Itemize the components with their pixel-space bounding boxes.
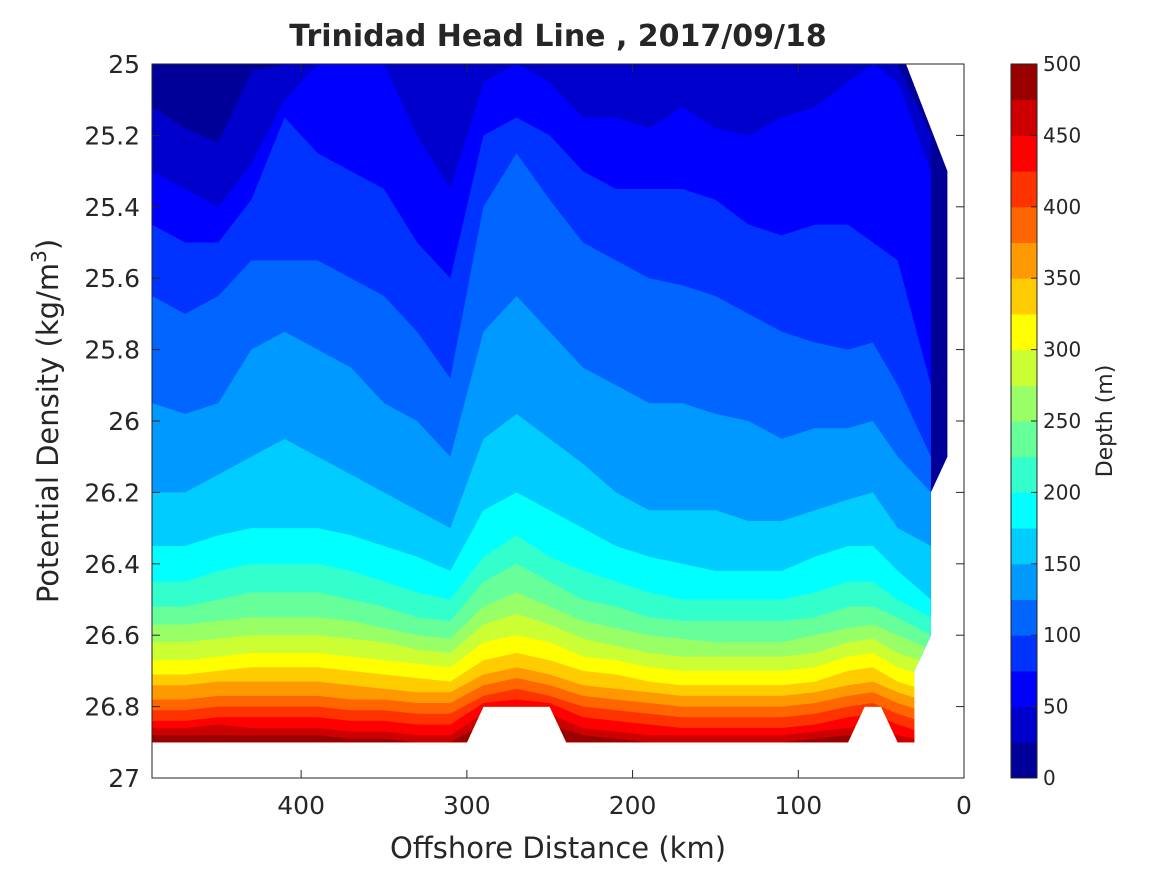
colorbar-tick-label: 0	[1043, 766, 1056, 790]
colorbar-swatch	[1011, 563, 1037, 600]
colorbar-swatch	[1011, 706, 1037, 743]
colorbar-swatch	[1011, 421, 1037, 458]
colorbar-swatch	[1011, 278, 1037, 315]
y-tick-label: 26.2	[84, 478, 140, 507]
colorbar-tick-label: 250	[1043, 409, 1081, 433]
x-tick-label: 400	[277, 791, 325, 820]
contour-fill-layer	[152, 64, 948, 743]
x-tick-label: 200	[609, 791, 657, 820]
x-tick-label: 0	[956, 791, 972, 820]
colorbar-swatch	[1011, 528, 1037, 565]
colorbar-swatch	[1011, 670, 1037, 708]
colorbar-tick-label: 200	[1043, 480, 1081, 504]
colorbar-swatch	[1011, 99, 1037, 136]
y-tick-label: 27	[108, 764, 140, 793]
x-axis-label: Offshore Distance (km)	[390, 831, 726, 865]
y-tick-label: 25.4	[84, 193, 140, 222]
colorbar-tick-label: 350	[1043, 266, 1081, 290]
y-axis: 25 25.2 25.4 25.6 25.8 26 26.2 26.4 26.6 26.8 27	[84, 50, 964, 793]
y-axis-label-end: )	[31, 239, 65, 250]
colorbar-tick-label: 50	[1043, 695, 1068, 719]
colorbar-swatch	[1011, 206, 1037, 243]
y-axis-label-main: Potential Density (kg/m	[31, 263, 65, 603]
y-axis-label: Potential Density (kg/m3)	[27, 239, 65, 603]
colorbar-swatch	[1011, 635, 1037, 672]
y-tick-label: 26.4	[84, 550, 140, 579]
y-tick-label: 26	[108, 407, 140, 436]
colorbar-swatch	[1011, 135, 1037, 172]
y-tick-label: 25	[108, 50, 140, 79]
colorbar-tick-label: 300	[1043, 338, 1081, 362]
colorbar-swatch	[1011, 64, 1037, 101]
y-axis-label-superscript: 3	[27, 250, 51, 263]
colorbar-tick-label: 100	[1043, 623, 1081, 647]
x-tick-label: 300	[443, 791, 491, 820]
colorbar-swatch	[1011, 171, 1037, 208]
colorbar-tick-label: 400	[1043, 195, 1081, 219]
chart-title: Trinidad Head Line , 2017/09/18	[289, 19, 826, 54]
colorbar-swatch	[1011, 599, 1037, 636]
y-tick-label: 26.6	[84, 621, 140, 650]
y-tick-label: 25.6	[84, 264, 140, 293]
colorbar-tick-label: 150	[1043, 552, 1081, 576]
x-tick-label: 100	[774, 791, 822, 820]
colorbar-tick-label: 500	[1043, 52, 1081, 76]
x-axis: 400 300 200 100 0	[277, 64, 972, 820]
colorbar-swatch	[1011, 313, 1037, 351]
colorbar-tick-label: 450	[1043, 123, 1081, 147]
colorbar-swatch	[1011, 492, 1037, 529]
colorbar-swatch	[1011, 385, 1037, 422]
colorbar: 0 50 100 150 200 250 300 350 400 450 500	[1010, 52, 1081, 790]
colorbar-swatch	[1011, 242, 1037, 279]
y-tick-label: 25.8	[84, 336, 140, 365]
colorbar-swatch	[1011, 742, 1037, 779]
colorbar-swatch	[1011, 349, 1037, 386]
colorbar-label: Depth (m)	[1093, 365, 1118, 478]
colorbar-swatch	[1011, 456, 1037, 493]
y-tick-label: 26.8	[84, 693, 140, 722]
y-tick-label: 25.2	[84, 121, 140, 150]
